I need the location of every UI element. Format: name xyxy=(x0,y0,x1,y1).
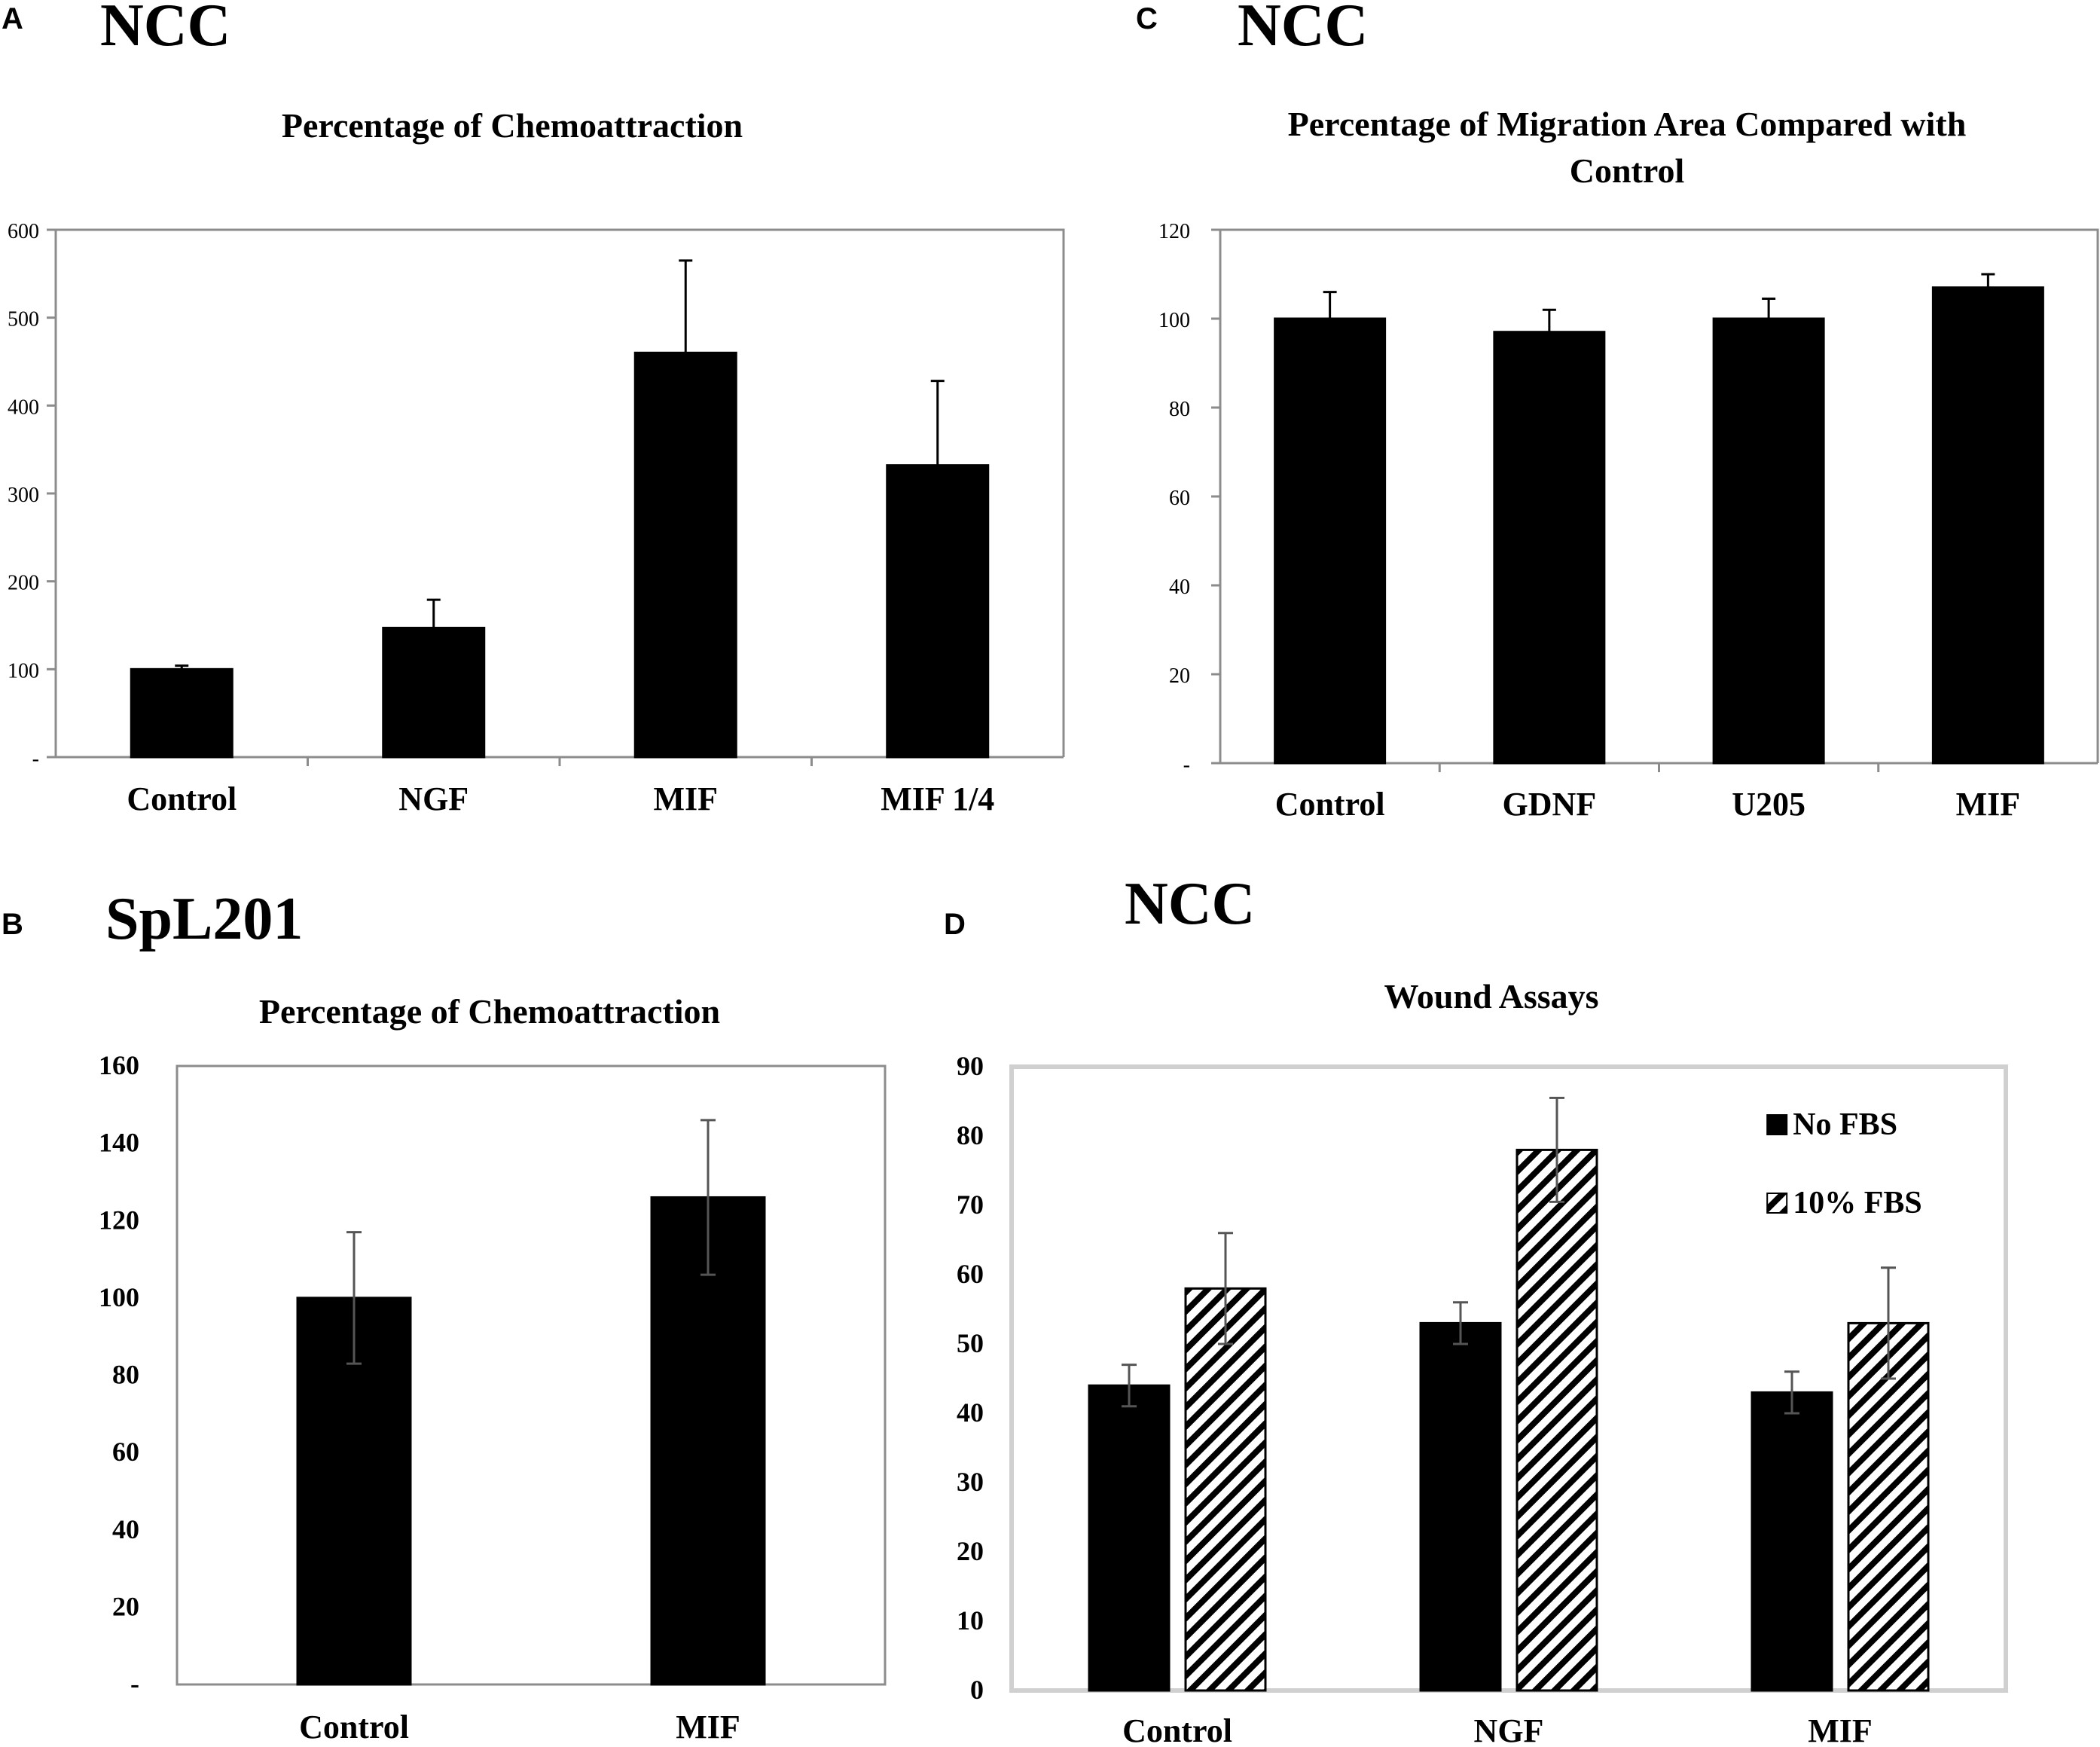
panel-d-heading: NCC xyxy=(1125,871,1255,937)
chart-d-bar xyxy=(1847,1321,1930,1692)
chart-c-y-tick-label: 20 xyxy=(1169,664,1190,688)
chart-a-y-tick-label: 600 xyxy=(8,220,39,243)
chart-d-y-tick-label: 50 xyxy=(957,1328,984,1358)
chart-a-y-tick-label: 300 xyxy=(8,484,39,507)
chart-a-category-label: NGF xyxy=(398,780,469,817)
chart-a-y-tick-label: 400 xyxy=(8,396,39,419)
chart-d-plot-frame xyxy=(1009,1064,2008,1693)
panel-c-chart-title-line-2: Control xyxy=(1570,151,1685,190)
chart-a-category-label: MIF xyxy=(653,780,718,817)
chart-a-bar xyxy=(886,464,990,759)
panel-b-letter: B xyxy=(2,908,23,941)
chart-a-y-tick-label: 200 xyxy=(8,572,39,595)
chart-c-y-tick-label: - xyxy=(1183,753,1190,777)
chart-c: - 20 40 60 80 100 120 Control GDNF U205 MIF xyxy=(1158,220,2099,823)
chart-a-category-label: MIF 1/4 xyxy=(881,780,994,817)
chart-a-bar xyxy=(130,667,234,759)
panel-a-heading: NCC xyxy=(100,0,230,59)
chart-c-category-label: U205 xyxy=(1732,786,1805,823)
chart-d-y-tick-label: 20 xyxy=(957,1536,984,1566)
chart-c-y-tick-label: 100 xyxy=(1158,309,1190,332)
chart-b-y-tick-label: 140 xyxy=(99,1128,139,1158)
chart-a-y-tick-label: 100 xyxy=(8,659,39,683)
chart-d-bar xyxy=(1751,1391,1833,1692)
panel-b-heading: SpL201 xyxy=(105,886,303,952)
chart-b-y-tick-label: 20 xyxy=(112,1591,139,1621)
chart-d-legend-label: 10% FBS xyxy=(1793,1186,1922,1220)
chart-d-y-tick-label: 80 xyxy=(957,1120,984,1150)
chart-d-category-label: NGF xyxy=(1474,1712,1544,1747)
chart-c-bar xyxy=(1493,331,1606,765)
chart-b-category-label: MIF xyxy=(676,1709,740,1745)
panel-a-chart-title: Percentage of Chemoattraction xyxy=(282,106,743,145)
chart-b-category-label: Control xyxy=(299,1709,409,1745)
chart-c-category-label: GDNF xyxy=(1503,786,1597,823)
panel-d-letter: D xyxy=(944,908,966,941)
panel-b-chart-title: Percentage of Chemoattraction xyxy=(259,992,720,1031)
chart-c-y-tick-label: 60 xyxy=(1169,487,1190,510)
chart-c-y-tick-label: 80 xyxy=(1169,398,1190,421)
chart-d-legend-label: No FBS xyxy=(1793,1107,1897,1142)
chart-c-category-label: MIF xyxy=(1956,786,2021,823)
chart-d-legend-swatch xyxy=(1766,1193,1788,1214)
chart-d-category-label: Control xyxy=(1122,1712,1232,1747)
chart-d-y-tick-label: 30 xyxy=(957,1467,984,1497)
chart-a: - 100 200 300 400 500 600 Control NGF MIF MIF 1/4 xyxy=(8,220,1065,817)
panel-c-heading: NCC xyxy=(1238,0,1368,59)
chart-b-y-tick-label: 80 xyxy=(112,1360,139,1390)
chart-d-category-label: MIF xyxy=(1808,1712,1873,1747)
panel-a-letter: A xyxy=(2,2,23,35)
chart-d-y-tick-label: 70 xyxy=(957,1190,984,1220)
chart-a-y-tick-label: - xyxy=(32,747,39,771)
chart-d-y-tick-label: 90 xyxy=(957,1051,984,1081)
chart-a-bar xyxy=(633,351,737,759)
chart-c-bar xyxy=(1274,317,1387,765)
chart-b-y-tick-label: 160 xyxy=(99,1050,139,1080)
chart-b-y-tick-label: - xyxy=(130,1669,139,1699)
chart-b-y-tick-label: 120 xyxy=(99,1205,139,1235)
chart-a-y-tick-label: 500 xyxy=(8,308,39,331)
panel-c-chart-title-line-1: Percentage of Migration Area Compared wi… xyxy=(1288,105,1967,143)
chart-d-bar xyxy=(1419,1321,1502,1692)
chart-d-bar xyxy=(1515,1148,1598,1692)
panel-d-chart-title: Wound Assays xyxy=(1384,977,1598,1016)
chart-c-category-label: Control xyxy=(1275,786,1385,823)
chart-d-legend-swatch xyxy=(1766,1114,1788,1135)
chart-d-y-tick-label: 60 xyxy=(957,1259,984,1289)
chart-b-y-tick-label: 100 xyxy=(99,1282,139,1312)
chart-b-y-tick-label: 40 xyxy=(112,1514,139,1544)
chart-d: 0 10 20 30 40 50 60 70 80 90 Control NGF MIF No FBS 10… xyxy=(957,1051,2008,1747)
chart-b-y-tick-label: 60 xyxy=(112,1437,139,1467)
chart-b-plot-frame xyxy=(176,1064,887,1686)
chart-c-bar xyxy=(1931,286,2044,765)
chart-d-bar xyxy=(1088,1384,1171,1692)
panel-c-letter: C xyxy=(1136,2,1158,35)
chart-a-category-label: Control xyxy=(127,780,237,817)
chart-b: - 20 40 60 80 100 120 140 160 Control MIF xyxy=(99,1050,887,1745)
chart-a-bar xyxy=(382,627,486,759)
chart-d-y-tick-label: 40 xyxy=(957,1397,984,1428)
chart-d-y-tick-label: 10 xyxy=(957,1605,984,1636)
chart-b-bar xyxy=(650,1196,766,1686)
chart-c-y-tick-label: 120 xyxy=(1158,220,1190,243)
chart-d-y-tick-label: 0 xyxy=(970,1675,984,1705)
chart-d-bar xyxy=(1184,1287,1267,1692)
chart-c-y-tick-label: 40 xyxy=(1169,576,1190,599)
chart-c-bar xyxy=(1712,317,1825,765)
